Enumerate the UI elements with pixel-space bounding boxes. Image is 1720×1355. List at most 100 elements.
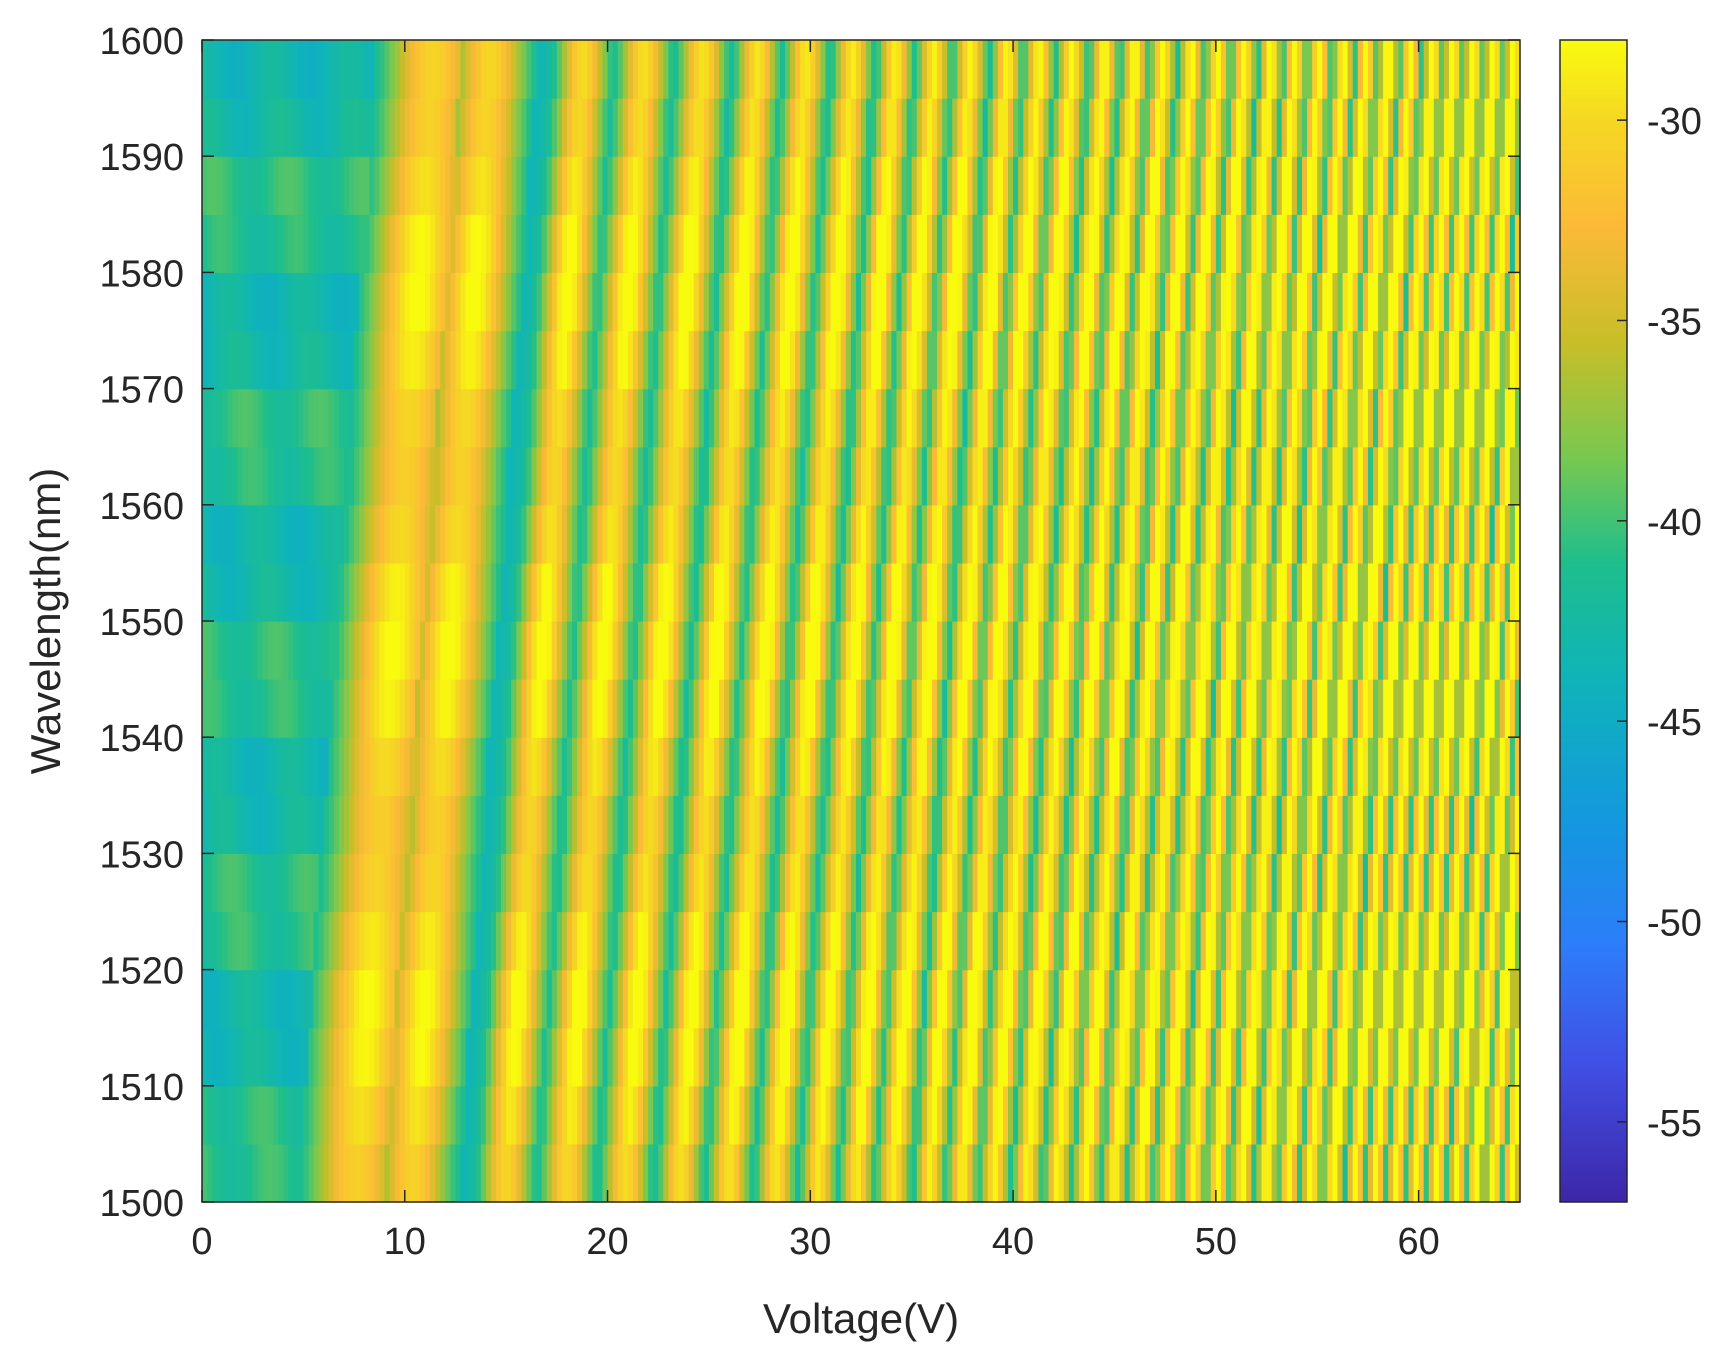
- heatmap-cell: [673, 795, 680, 854]
- heatmap-cell: [886, 388, 893, 448]
- heatmap-cell: [1144, 1085, 1151, 1145]
- heatmap-cell: [627, 969, 634, 1029]
- heatmap-cell: [1459, 330, 1465, 390]
- heatmap-cell: [724, 330, 730, 390]
- heatmap-cell: [673, 737, 680, 796]
- heatmap-cell: [1155, 504, 1161, 564]
- heatmap-cell: [1494, 562, 1501, 622]
- heatmap-cell: [982, 853, 989, 913]
- heatmap-cell: [688, 853, 695, 913]
- heatmap-cell: [911, 272, 918, 332]
- heatmap-cell: [288, 911, 294, 971]
- heatmap-cell: [784, 737, 791, 796]
- heatmap-cell: [480, 446, 487, 506]
- heatmap-cell: [455, 562, 462, 622]
- heatmap-cell: [496, 98, 502, 157]
- heatmap-cell: [1312, 1027, 1318, 1087]
- heatmap-cell: [414, 1143, 421, 1203]
- heatmap-cell: [1180, 679, 1187, 738]
- heatmap-cell: [734, 1143, 740, 1203]
- heatmap-cell: [1134, 1027, 1141, 1087]
- heatmap-cell: [516, 621, 522, 680]
- heatmap-cell: [1048, 504, 1055, 564]
- heatmap-cell: [1423, 1143, 1430, 1203]
- heatmap-cell: [242, 1027, 249, 1087]
- heatmap-cell: [688, 562, 695, 622]
- heatmap-cell: [1002, 795, 1009, 854]
- heatmap-cell: [810, 446, 816, 506]
- heatmap-cell: [1170, 388, 1176, 448]
- heatmap-cell: [1063, 795, 1070, 854]
- heatmap-cell: [1494, 737, 1501, 796]
- heatmap-cell: [257, 621, 264, 680]
- heatmap-cell: [572, 388, 578, 448]
- heatmap-cell: [1423, 504, 1430, 564]
- heatmap-cell: [653, 621, 659, 680]
- heatmap-cell: [1408, 795, 1415, 854]
- heatmap-cell: [1449, 911, 1455, 971]
- heatmap-cell: [582, 1085, 588, 1145]
- heatmap-cell: [957, 969, 963, 1029]
- heatmap-cell: [333, 911, 340, 971]
- heatmap-cell: [876, 679, 882, 738]
- heatmap-cell: [1231, 1027, 1237, 1087]
- heatmap-cell: [1504, 621, 1511, 680]
- heatmap-cell: [708, 214, 715, 273]
- heatmap-cell: [1514, 679, 1521, 738]
- heatmap-cell: [678, 969, 685, 1029]
- heatmap-cell: [242, 388, 249, 448]
- heatmap-cell: [1190, 388, 1197, 448]
- heatmap-cell: [490, 969, 497, 1029]
- heatmap-cell: [1271, 214, 1278, 273]
- heatmap-cell: [1312, 446, 1318, 506]
- heatmap-cell: [1048, 214, 1055, 273]
- heatmap-cell: [855, 795, 862, 854]
- heatmap-cell: [866, 1027, 872, 1087]
- heatmap-cell: [384, 1143, 391, 1203]
- heatmap-cell: [202, 156, 208, 215]
- heatmap-cell: [663, 272, 669, 332]
- heatmap-cell: [1291, 1027, 1298, 1087]
- heatmap-cell: [1347, 330, 1354, 390]
- heatmap-cell: [1094, 679, 1100, 738]
- heatmap-cell: [1099, 969, 1105, 1029]
- heatmap-cell: [1078, 98, 1085, 157]
- heatmap-cell: [1388, 737, 1394, 796]
- heatmap-cell: [729, 679, 735, 738]
- heatmap-cell: [455, 1143, 462, 1203]
- heatmap-cell: [1109, 1085, 1116, 1145]
- heatmap-cell: [516, 562, 522, 622]
- heatmap-cell: [389, 562, 396, 622]
- heatmap-cell: [1413, 679, 1420, 738]
- heatmap-cell: [678, 1027, 685, 1087]
- heatmap-cell: [1225, 911, 1232, 971]
- heatmap-cell: [1494, 156, 1501, 215]
- heatmap-cell: [1043, 969, 1050, 1029]
- heatmap-cell: [283, 388, 289, 448]
- heatmap-cell: [1322, 562, 1328, 622]
- heatmap-cell: [1469, 272, 1475, 332]
- heatmap-cell: [303, 679, 310, 738]
- heatmap-cell: [724, 388, 730, 448]
- heatmap-cell: [607, 853, 614, 913]
- heatmap-cell: [1008, 214, 1014, 273]
- heatmap-cell: [840, 795, 847, 854]
- heatmap-cell: [1464, 156, 1470, 215]
- heatmap-cell: [1438, 969, 1445, 1029]
- heatmap-cell: [759, 272, 766, 332]
- heatmap-cell: [556, 621, 563, 680]
- heatmap-cell: [1428, 1085, 1435, 1145]
- heatmap-cell: [1139, 737, 1146, 796]
- heatmap-cell: [1038, 1143, 1045, 1203]
- heatmap-cell: [1296, 272, 1303, 332]
- heatmap-cell: [323, 40, 330, 99]
- heatmap-cell: [977, 679, 984, 738]
- heatmap-cell: [364, 679, 370, 738]
- heatmap-cell: [1089, 853, 1095, 913]
- heatmap-cell: [1423, 1085, 1430, 1145]
- heatmap-cell: [1028, 388, 1034, 448]
- heatmap-cell: [1068, 272, 1075, 332]
- heatmap-cell: [942, 388, 948, 448]
- heatmap-cell: [1068, 446, 1075, 506]
- heatmap-cell: [1043, 679, 1050, 738]
